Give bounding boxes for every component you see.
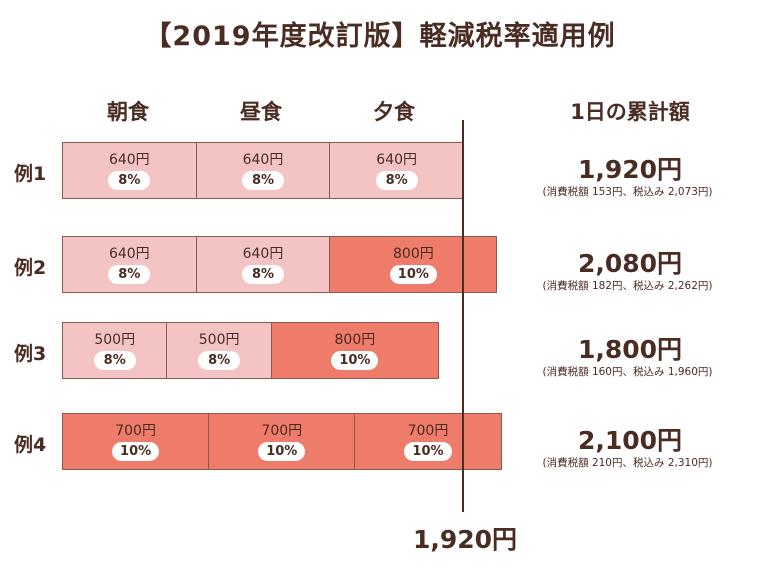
page-title: 【2019年度改訂版】軽減税率適用例 — [144, 21, 616, 52]
bar-segment: 800円 10% — [270, 322, 439, 379]
segment-price-label: 640円 — [242, 152, 284, 168]
reference-line-label: 1,920円 — [412, 525, 518, 554]
header-daily-total: 1日の累計額 — [570, 100, 690, 124]
tax-rate-badge: 10% — [404, 442, 452, 461]
segment-price-label: 640円 — [108, 152, 150, 168]
segment-price-label: 500円 — [198, 332, 240, 348]
header-lunch: 昼食 — [240, 100, 282, 124]
segment-price-label: 800円 — [334, 332, 376, 348]
row-label: 例3 — [14, 342, 47, 365]
bar-segment: 700円 10% — [354, 413, 502, 470]
bar-segment: 640円 8% — [62, 236, 197, 293]
header-breakfast: 朝食 — [107, 100, 149, 124]
daily-total-value: 1,800円 — [577, 335, 683, 364]
segment-price-label: 700円 — [261, 423, 303, 439]
tax-rate-badge: 8% — [108, 265, 151, 284]
tax-rate-badge: 8% — [241, 265, 285, 284]
daily-total-value: 2,100円 — [577, 426, 683, 455]
bar-segment: 640円 8% — [195, 142, 331, 199]
bar-segment: 640円 8% — [62, 142, 197, 199]
segment-price-label: 700円 — [407, 423, 449, 439]
segment-price-label: 700円 — [115, 423, 156, 439]
segment-price-label: 800円 — [393, 246, 434, 262]
bar-segment: 640円 8% — [329, 142, 464, 199]
bar-segment: 700円 10% — [208, 413, 356, 470]
tax-note: (消費税額 210円、税込み 2,310円) — [542, 457, 713, 469]
row-label: 例2 — [14, 256, 47, 279]
segment-price-label: 640円 — [242, 246, 284, 262]
row-label: 例1 — [14, 162, 47, 185]
daily-total-value: 2,080円 — [577, 249, 683, 278]
bar-segment: 500円 8% — [166, 322, 272, 379]
tax-note: (消費税額 182円、税込み 2,262円) — [542, 280, 713, 292]
header-dinner: 夕食 — [373, 100, 415, 124]
tax-rate-badge: 8% — [93, 351, 136, 370]
bar-segment: 800円 10% — [329, 236, 498, 293]
tax-rate-badge: 10% — [331, 351, 379, 370]
tax-rate-badge: 8% — [108, 171, 151, 190]
row-label: 例4 — [14, 433, 47, 456]
bar-segment: 500円 8% — [62, 322, 168, 379]
tax-rate-badge: 10% — [258, 442, 306, 461]
tax-note: (消費税額 160円、税込み 1,960円) — [542, 366, 713, 378]
segment-price-label: 500円 — [94, 332, 136, 348]
tax-rate-badge: 8% — [198, 351, 241, 370]
reference-line — [462, 120, 464, 512]
tax-rate-badge: 10% — [389, 265, 437, 284]
tax-rate-badge: 10% — [112, 442, 160, 461]
segment-price-label: 640円 — [376, 152, 418, 168]
tax-rate-badge: 8% — [375, 171, 418, 190]
daily-total-value: 1,920円 — [577, 155, 683, 184]
bar-segment: 640円 8% — [195, 236, 331, 293]
tax-rate-badge: 8% — [241, 171, 285, 190]
bar-segment: 700円 10% — [62, 413, 210, 470]
tax-note: (消費税額 153円、税込み 2,073円) — [542, 186, 713, 198]
segment-price-label: 640円 — [108, 246, 150, 262]
